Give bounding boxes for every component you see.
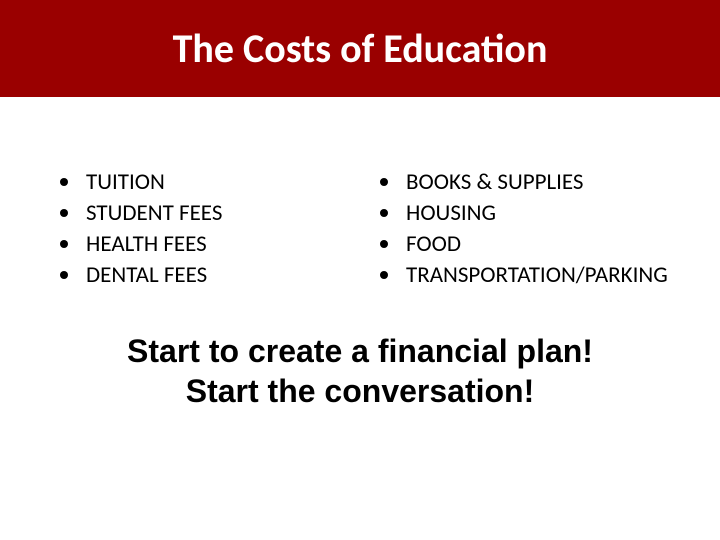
list-item-text: BOOKS & SUPPLIES [406,167,584,198]
bullet-icon [380,240,388,248]
bullet-icon [380,209,388,217]
list-item: TUITION [40,167,340,198]
list-item: STUDENT FEES [40,198,340,229]
list-item-text: HOUSING [406,198,496,229]
bullet-icon [60,271,68,279]
list-item: HEALTH FEES [40,229,340,260]
bullet-icon [380,178,388,186]
left-column: TUITION STUDENT FEES HEALTH FEES DENTAL … [40,167,340,291]
list-item-text: HEALTH FEES [86,229,207,260]
list-item: DENTAL FEES [40,260,340,291]
bullet-icon [60,178,68,186]
list-item-text: STUDENT FEES [86,198,222,229]
slide-title: The Costs of Education [0,0,720,97]
call-to-action: Start to create a financial plan! Start … [0,321,720,411]
list-item-text: FOOD [406,229,461,260]
list-item: HOUSING [380,198,680,229]
cta-line-1: Start to create a financial plan! [40,331,680,371]
list-item-text: TUITION [86,167,165,198]
list-item: FOOD [380,229,680,260]
right-list: BOOKS & SUPPLIES HOUSING FOOD TRANSPORTA… [380,167,680,291]
content-columns: TUITION STUDENT FEES HEALTH FEES DENTAL … [0,97,720,321]
bullet-icon [60,209,68,217]
list-item-text: TRANSPORTATION/PARKING [406,260,668,291]
left-list: TUITION STUDENT FEES HEALTH FEES DENTAL … [40,167,340,291]
list-item: TRANSPORTATION/PARKING [380,260,680,291]
right-column: BOOKS & SUPPLIES HOUSING FOOD TRANSPORTA… [380,167,680,291]
list-item: BOOKS & SUPPLIES [380,167,680,198]
bullet-icon [60,240,68,248]
cta-line-2: Start the conversation! [40,371,680,411]
bullet-icon [380,271,388,279]
list-item-text: DENTAL FEES [86,260,207,291]
